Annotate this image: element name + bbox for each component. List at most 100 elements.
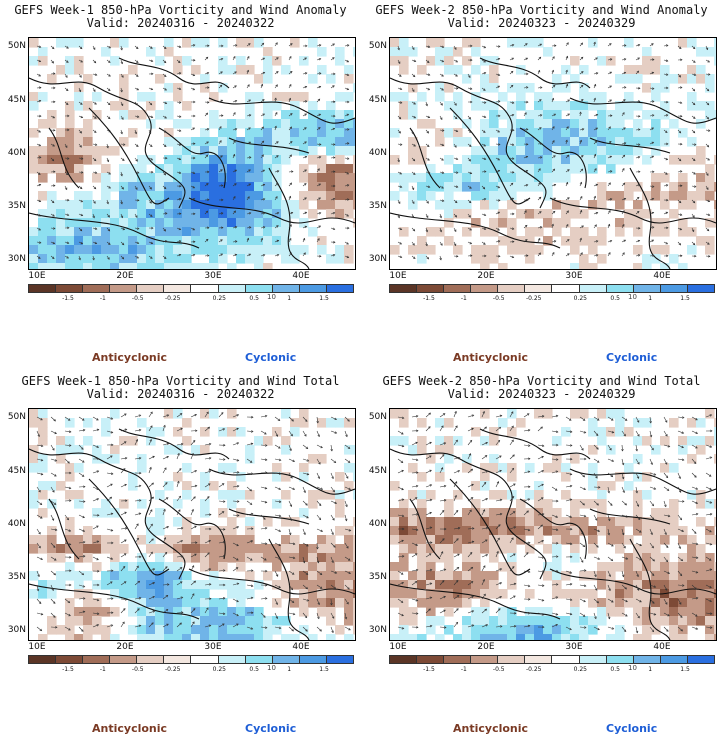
- lat-label: 50N: [7, 41, 26, 51]
- lon-label: 10E: [28, 642, 46, 652]
- colorbar-swatch: [110, 285, 138, 292]
- cyclonic-label: Cyclonic: [245, 722, 297, 735]
- lat-label: 40N: [368, 148, 387, 158]
- colorbar-tick-label: 1: [648, 295, 653, 302]
- colorbar-scale-label: 10: [628, 293, 637, 301]
- colorbar-tick-label: -0.5: [131, 295, 144, 302]
- colorbar-swatch: [579, 285, 607, 292]
- colorbar-tick-label: -0.25: [525, 666, 542, 673]
- colorbar: [389, 655, 715, 664]
- colorbar-tick-label: -0.5: [492, 295, 505, 302]
- colorbar-swatch: [525, 285, 553, 292]
- colorbar-swatch: [552, 656, 580, 663]
- colorbar-swatch: [245, 285, 273, 292]
- lon-label: 30E: [204, 642, 222, 652]
- colorbar-tick-label: 0.5: [610, 666, 620, 673]
- colorbar-swatch: [606, 285, 634, 292]
- lat-label: 50N: [368, 41, 387, 51]
- lon-label: 20E: [477, 271, 495, 281]
- panel-valid-dates: Valid: 20240323 - 20240329: [447, 387, 636, 401]
- colorbar-swatch: [471, 285, 499, 292]
- colorbar: [28, 284, 354, 293]
- panel-week1-total: GEFS Week-1 850-hPa Vorticity and Wind T…: [0, 371, 361, 742]
- lon-label: 30E: [565, 271, 583, 281]
- colorbar: [389, 284, 715, 293]
- lat-label: 30N: [7, 625, 26, 635]
- colorbar-scale-label: 10: [267, 293, 276, 301]
- colorbar-swatch: [326, 285, 353, 292]
- colorbar-tick-label: -0.5: [492, 666, 505, 673]
- colorbar-swatch: [164, 656, 192, 663]
- colorbar-swatch: [110, 656, 138, 663]
- panel-week1-anomaly: GEFS Week-1 850-hPa Vorticity and Wind A…: [0, 0, 361, 371]
- map-canvas: [29, 409, 355, 640]
- colorbar-tick-label: -0.25: [525, 295, 542, 302]
- colorbar-tick-label: 0.25: [573, 666, 587, 673]
- lon-label: 40E: [292, 642, 310, 652]
- map-canvas: [390, 38, 716, 269]
- colorbar-swatch: [191, 285, 219, 292]
- colorbar-tick-label: -1: [460, 666, 467, 673]
- colorbar-swatch: [272, 656, 300, 663]
- colorbar-swatch: [245, 656, 273, 663]
- colorbar-swatch: [164, 285, 192, 292]
- colorbar-swatch: [417, 656, 445, 663]
- anticyclonic-label: Anticyclonic: [453, 351, 529, 364]
- colorbar-tick-label: 1.5: [319, 295, 329, 302]
- lon-label: 40E: [292, 271, 310, 281]
- lon-label: 20E: [116, 642, 134, 652]
- lon-label: 30E: [565, 642, 583, 652]
- colorbar-swatch: [326, 656, 353, 663]
- colorbar-tick-label: -1.5: [423, 295, 435, 302]
- colorbar-swatch: [83, 285, 111, 292]
- anticyclonic-label: Anticyclonic: [92, 722, 168, 735]
- colorbar-swatch: [390, 656, 418, 663]
- vorticity-map: [28, 408, 356, 641]
- colorbar-swatch: [137, 285, 165, 292]
- lon-label: 20E: [477, 642, 495, 652]
- lat-label: 35N: [7, 201, 26, 211]
- colorbar: [28, 655, 354, 664]
- colorbar-swatch: [218, 656, 246, 663]
- lat-label: 40N: [7, 519, 26, 529]
- panel-valid-dates: Valid: 20240316 - 20240322: [86, 387, 275, 401]
- lat-label: 35N: [7, 572, 26, 582]
- colorbar-tick-label: -0.25: [164, 666, 181, 673]
- colorbar-swatch: [444, 285, 472, 292]
- colorbar-swatch: [552, 285, 580, 292]
- colorbar-tick-label: 1.5: [319, 666, 329, 673]
- lat-label: 50N: [7, 412, 26, 422]
- lon-label: 30E: [204, 271, 222, 281]
- lat-label: 45N: [368, 95, 387, 105]
- colorbar-swatch: [498, 656, 526, 663]
- colorbar-swatch: [660, 285, 688, 292]
- lat-label: 45N: [7, 466, 26, 476]
- anticyclonic-label: Anticyclonic: [92, 351, 168, 364]
- colorbar-tick-label: -1.5: [62, 666, 74, 673]
- colorbar-tick-label: -1: [99, 295, 106, 302]
- colorbar-swatch: [272, 285, 300, 292]
- colorbar-tick-label: 0.5: [249, 295, 259, 302]
- colorbar-swatch: [498, 285, 526, 292]
- colorbar-swatch: [471, 656, 499, 663]
- lon-label: 20E: [116, 271, 134, 281]
- vorticity-map: [389, 37, 717, 270]
- panel-title: GEFS Week-1 850-hPa Vorticity and Wind T…: [21, 374, 340, 388]
- vorticity-map: [28, 37, 356, 270]
- lat-label: 35N: [368, 201, 387, 211]
- panel-valid-dates: Valid: 20240316 - 20240322: [86, 16, 275, 30]
- colorbar-tick-label: 1: [287, 666, 292, 673]
- colorbar-swatch: [687, 656, 714, 663]
- lat-label: 40N: [7, 148, 26, 158]
- lon-label: 10E: [389, 642, 407, 652]
- colorbar-tick-label: -1.5: [423, 666, 435, 673]
- colorbar-scale-label: 10: [267, 664, 276, 672]
- colorbar-swatch: [299, 656, 327, 663]
- colorbar-swatch: [191, 656, 219, 663]
- colorbar-swatch: [579, 656, 607, 663]
- panel-week2-anomaly: GEFS Week-2 850-hPa Vorticity and Wind A…: [361, 0, 722, 371]
- lat-label: 50N: [368, 412, 387, 422]
- lon-label: 40E: [653, 642, 671, 652]
- colorbar-swatch: [687, 285, 714, 292]
- colorbar-swatch: [660, 656, 688, 663]
